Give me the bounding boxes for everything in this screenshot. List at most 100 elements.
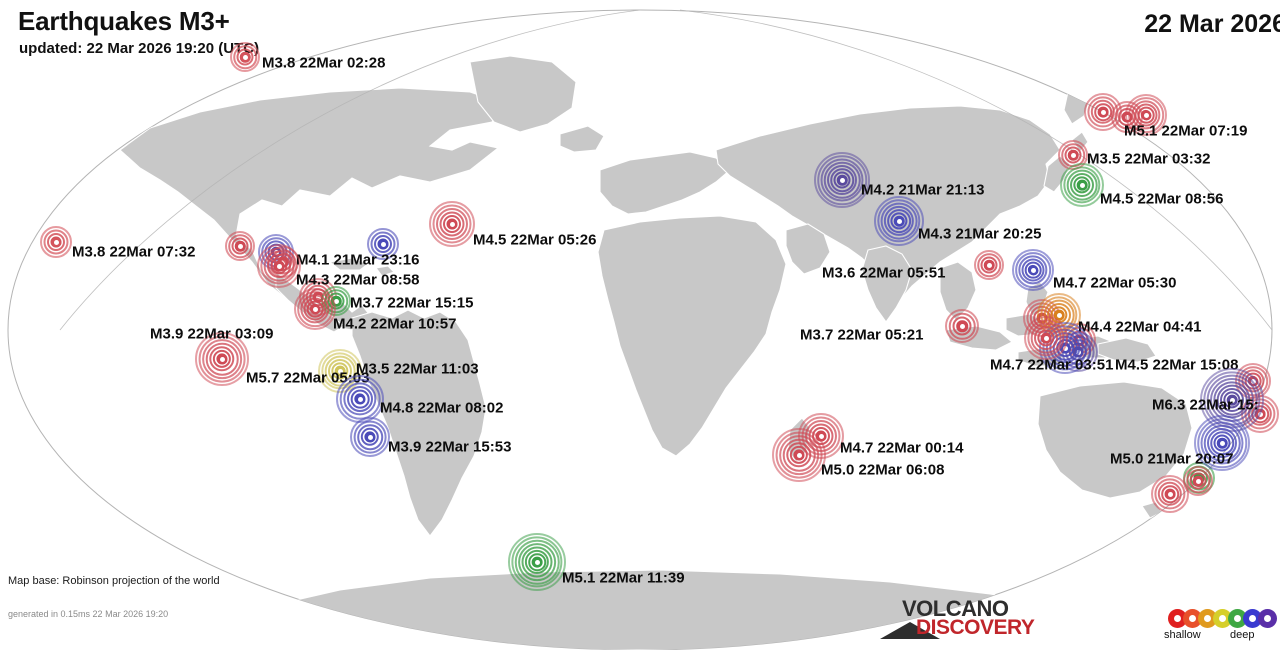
epicenter-dot (449, 221, 455, 227)
earthquake-marker (1183, 466, 1213, 496)
epicenter-dot (1195, 478, 1201, 484)
depth-legend-swatch (1168, 609, 1187, 628)
earthquake-label: M4.2 22Mar 10:57 (333, 315, 457, 333)
epicenter-dot (896, 218, 902, 224)
map-date: 22 Mar 2026 (1144, 10, 1280, 38)
earthquake-marker (945, 309, 979, 343)
earthquake-marker (350, 417, 390, 457)
earthquake-label: M3.5 22Mar 03:32 (1087, 150, 1211, 168)
earthquake-marker (974, 250, 1004, 280)
epicenter-dot (1070, 152, 1076, 158)
legend-label-shallow: shallow (1164, 629, 1201, 641)
page-title: Earthquakes M3+ (18, 6, 230, 36)
earthquake-marker (772, 428, 826, 482)
epicenter-dot (237, 243, 243, 249)
earthquake-label: M5.0 21Mar 20:07 (1110, 450, 1234, 468)
earthquake-label: M4.5 22Mar 05:26 (473, 231, 597, 249)
earthquake-label: M3.5 22Mar 11:03 (356, 360, 479, 378)
epicenter-dot (333, 298, 339, 304)
earthquake-label: M4.4 22Mar 04:41 (1078, 318, 1202, 336)
earthquake-marker (225, 231, 255, 261)
earthquake-marker (814, 152, 870, 208)
epicenter-dot (1043, 335, 1049, 341)
earthquake-marker (230, 42, 260, 72)
depth-legend-swatch-core (1189, 615, 1196, 622)
epicenter-dot (1219, 440, 1225, 446)
earthquake-label: M4.3 22Mar 08:58 (296, 271, 420, 289)
epicenter-dot (818, 433, 824, 439)
logo-text-discovery: DISCOVERY (916, 616, 1035, 639)
epicenter-dot (312, 306, 318, 312)
depth-legend-swatch-core (1234, 615, 1241, 622)
depth-legend-swatch-core (1174, 615, 1181, 622)
earthquake-label: M4.5 22Mar 15:08 (1115, 356, 1239, 374)
depth-legend-swatch-core (1204, 615, 1211, 622)
earthquake-label: M3.9 22Mar 03:09 (150, 325, 274, 343)
depth-legend-swatch-core (1249, 615, 1256, 622)
epicenter-dot (1100, 109, 1106, 115)
earthquake-label: M6.3 22Mar 15: (1152, 396, 1259, 414)
earthquake-marker (1194, 415, 1250, 471)
earthquake-label: M4.7 22Mar 03:51 (990, 356, 1114, 374)
map-base-note: Map base: Robinson projection of the wor… (8, 575, 220, 587)
earthquake-marker (195, 332, 249, 386)
epicenter-dot (839, 177, 845, 183)
depth-legend: shallow deep (1164, 608, 1278, 650)
epicenter-dot (337, 368, 343, 374)
epicenter-dot (53, 239, 59, 245)
earthquake-marker (1012, 249, 1054, 291)
earthquake-label: M3.7 22Mar 15:15 (350, 294, 474, 312)
earthquake-marker (257, 244, 301, 288)
depth-legend-swatch (1198, 609, 1217, 628)
earthquake-label: M3.6 22Mar 05:51 (822, 264, 946, 282)
earthquake-label: M5.1 22Mar 11:39 (562, 569, 685, 587)
earthquake-label: M4.5 22Mar 08:56 (1100, 190, 1224, 208)
earthquake-marker (294, 288, 336, 330)
depth-legend-swatch (1258, 609, 1277, 628)
epicenter-dot (219, 356, 225, 362)
legend-label-deep: deep (1230, 629, 1255, 641)
depth-legend-swatch (1213, 609, 1232, 628)
depth-legend-swatch-core (1264, 615, 1271, 622)
mountain-icon (880, 622, 940, 639)
epicenter-dot (1167, 491, 1173, 497)
depth-legend-swatch (1183, 609, 1202, 628)
earthquake-label: M4.3 21Mar 20:25 (918, 225, 1042, 243)
updated-timestamp: updated: 22 Mar 2026 19:20 (UTC) (19, 40, 260, 57)
epicenter-dot (242, 54, 248, 60)
epicenter-dot (1079, 182, 1085, 188)
earthquake-label: M5.7 22Mar 05:03 (246, 369, 370, 387)
earthquake-label: M3.8 22Mar 02:28 (262, 54, 386, 72)
generated-note: generated in 0.15ms 22 Mar 2026 19:20 (8, 609, 169, 619)
volcano-discovery-logo[interactable]: VOLCANO DISCOVERY (880, 596, 1040, 642)
earthquake-label: M4.7 22Mar 00:14 (840, 439, 964, 457)
earthquake-label: M3.9 22Mar 15:53 (388, 438, 512, 456)
epicenter-dot (1056, 312, 1062, 318)
earthquake-label: M4.7 22Mar 05:30 (1053, 274, 1177, 292)
earthquake-marker (429, 201, 475, 247)
epicenter-dot (357, 396, 363, 402)
earthquake-marker (874, 196, 924, 246)
earthquake-marker (508, 533, 566, 591)
earthquake-marker (1151, 475, 1189, 513)
epicenter-dot (796, 452, 802, 458)
epicenter-dot (1143, 112, 1149, 118)
epicenter-dot (367, 434, 373, 440)
earthquake-label: M5.1 22Mar 07:19 (1124, 122, 1248, 140)
earthquake-marker (367, 228, 399, 260)
depth-legend-swatch (1243, 609, 1262, 628)
earthquake-marker (336, 375, 384, 423)
earthquake-label: M5.0 22Mar 06:08 (821, 461, 945, 479)
earthquake-marker (1058, 140, 1088, 170)
earthquake-label: M4.8 22Mar 08:02 (380, 399, 504, 417)
epicenter-dot (1030, 267, 1036, 273)
earthquake-label: M3.7 22Mar 05:21 (800, 326, 924, 344)
earthquake-label: M3.8 22Mar 07:32 (72, 243, 196, 261)
depth-legend-swatch (1228, 609, 1247, 628)
epicenter-dot (276, 263, 282, 269)
epicenter-dot (534, 559, 540, 565)
earthquake-marker (40, 226, 72, 258)
epicenter-dot (380, 241, 386, 247)
epicenter-dot (1229, 397, 1235, 403)
